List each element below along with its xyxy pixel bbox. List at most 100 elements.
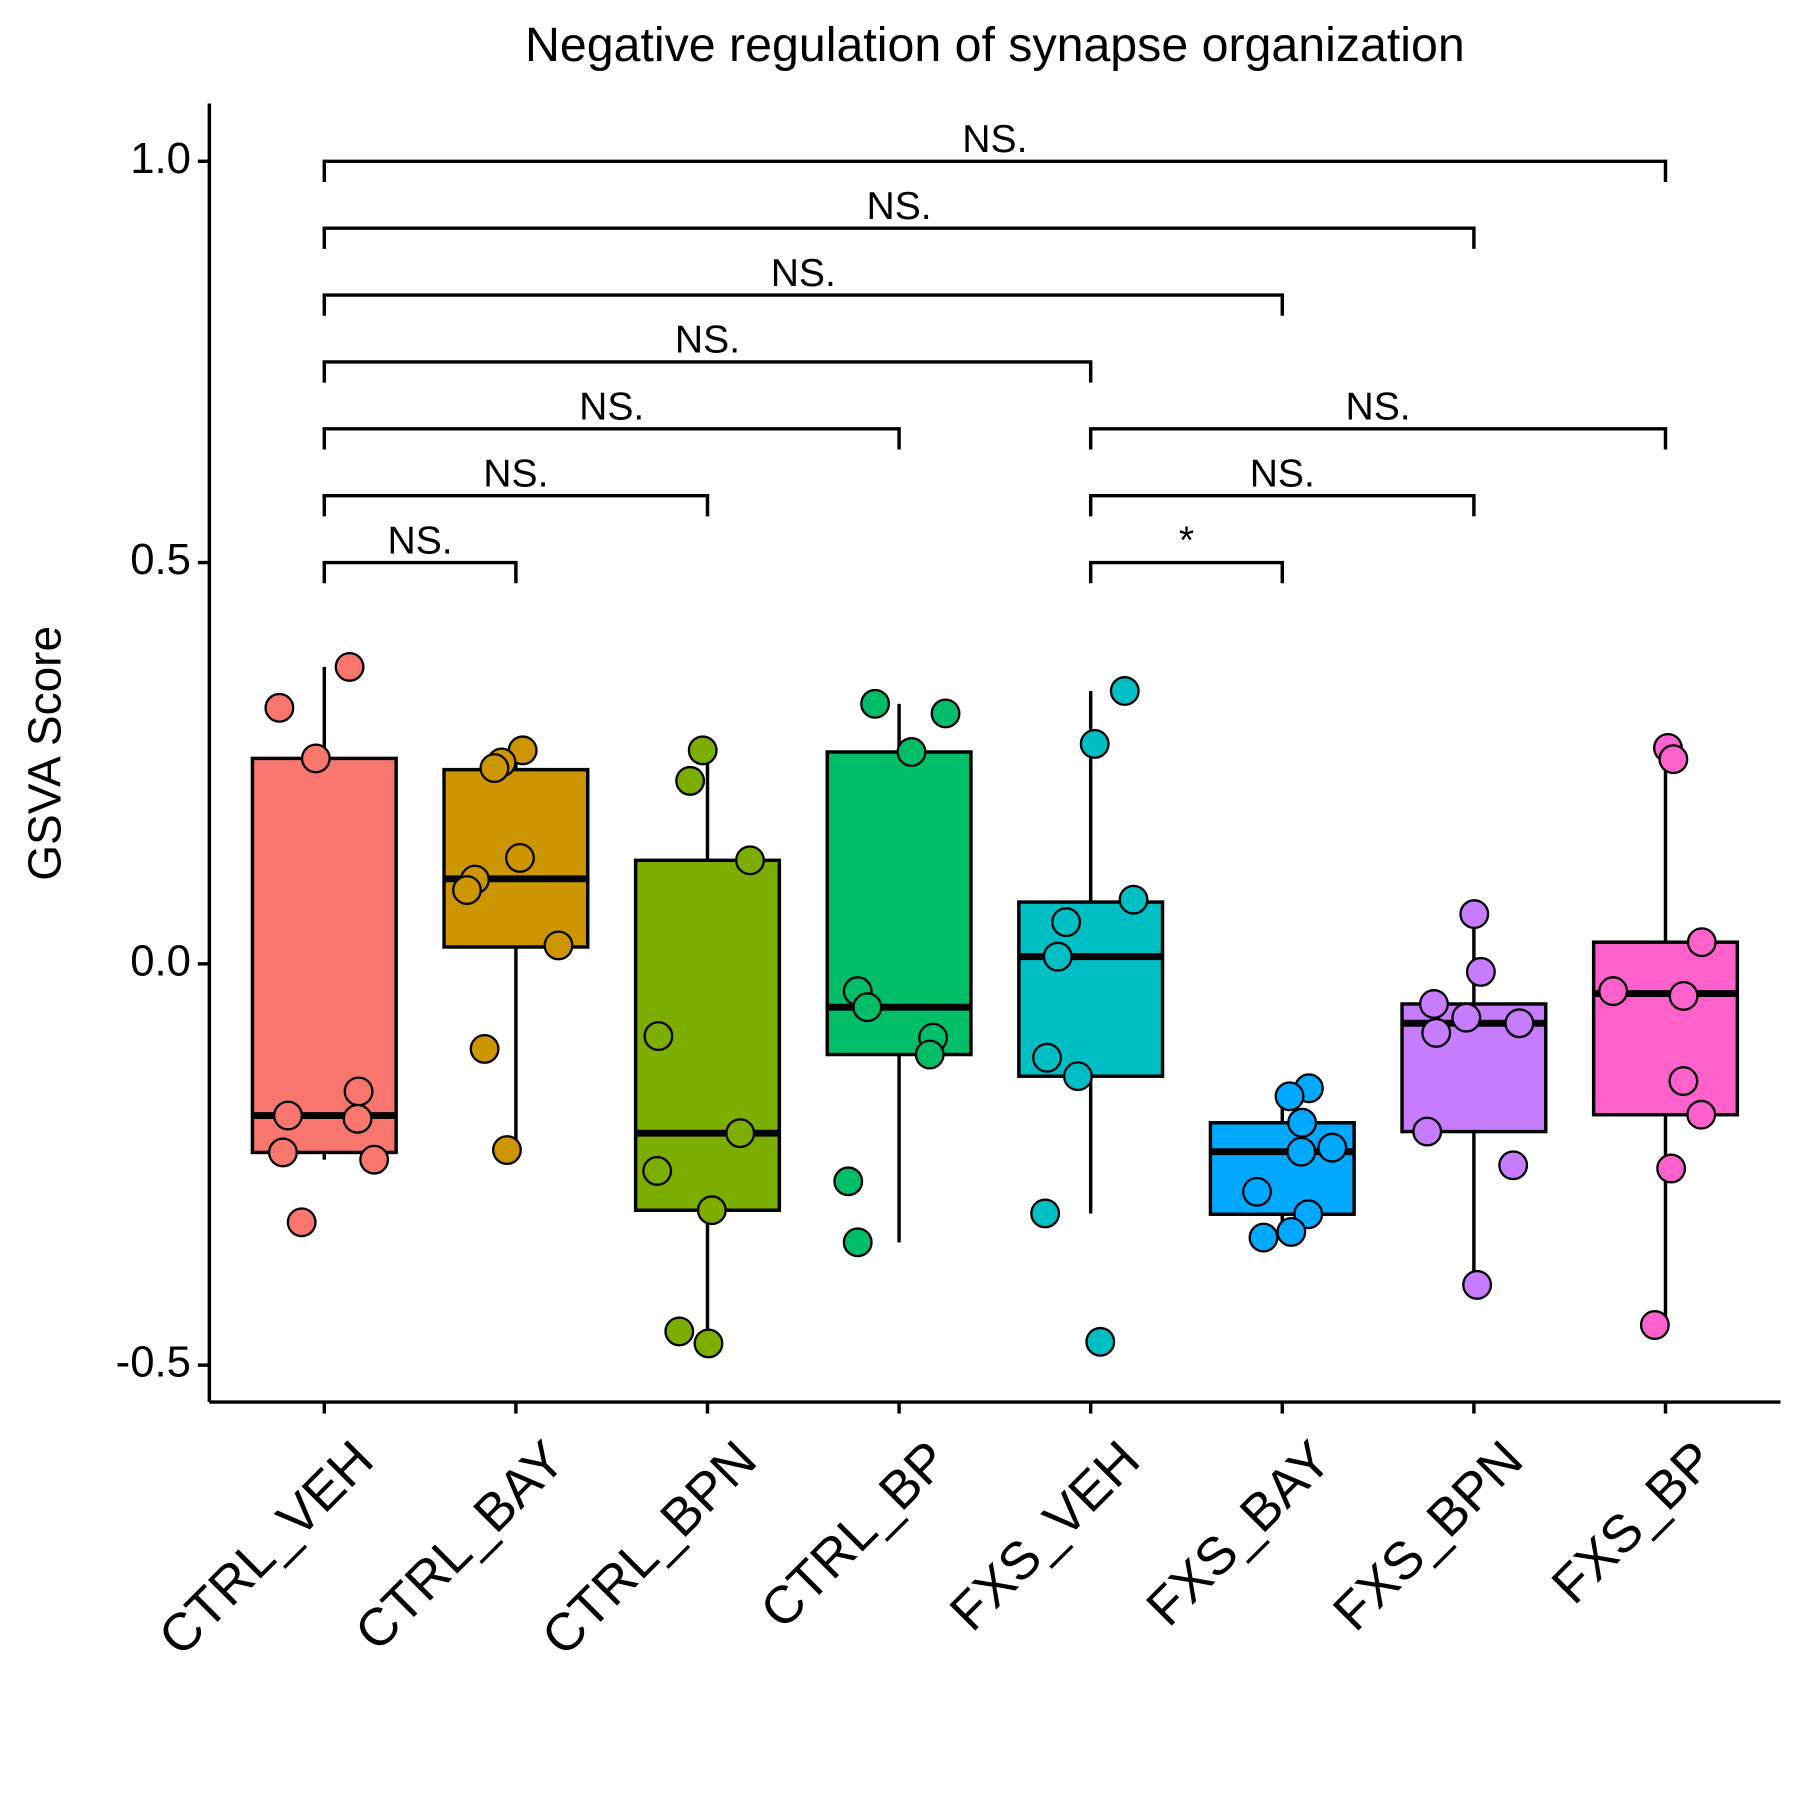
data-point (1287, 1107, 1318, 1138)
data-point (914, 1039, 945, 1070)
box (633, 858, 782, 1212)
data-point (359, 1144, 390, 1175)
data-point (1451, 1002, 1482, 1033)
x-tick-label: CTRL_VEH (148, 1430, 385, 1667)
y-axis-label: GSVA Score (18, 626, 70, 881)
data-point (492, 1135, 522, 1165)
significance-bracket (322, 293, 1285, 316)
data-point (1109, 676, 1140, 706)
data-point (1639, 1310, 1670, 1340)
data-point (693, 1328, 724, 1359)
significance-label: NS. (388, 519, 453, 562)
data-point (300, 743, 331, 774)
x-tick-label: FXS_BAY (1135, 1430, 1342, 1637)
data-point (343, 1076, 374, 1107)
significance-label: NS. (1250, 452, 1315, 495)
significance-label: NS. (579, 386, 644, 429)
data-point (1062, 1061, 1093, 1092)
box (1591, 940, 1740, 1117)
data-point (1598, 976, 1629, 1007)
data-point (1032, 1042, 1062, 1073)
data-point (1085, 1326, 1116, 1357)
significance-bracket (322, 427, 901, 450)
data-point (1465, 956, 1496, 987)
y-tick-label: 1.0 (130, 134, 191, 183)
data-point (1242, 1176, 1272, 1207)
y-tick-label: -0.5 (116, 1338, 191, 1387)
data-point (860, 688, 891, 719)
data-point (1286, 1136, 1317, 1167)
data-point (1504, 1008, 1535, 1039)
significance-bracket (322, 226, 1476, 249)
data-point (1118, 884, 1149, 915)
x-tick-label: FXS_VEH (939, 1430, 1151, 1642)
data-point (1658, 744, 1689, 775)
significance-bracket (322, 159, 1668, 183)
data-point (1248, 1222, 1279, 1253)
data-point (1317, 1132, 1348, 1163)
data-point (469, 1033, 500, 1064)
data-point (643, 1021, 674, 1052)
significance-label: NS. (771, 252, 836, 295)
significance-bracket (322, 493, 710, 517)
data-point (1686, 927, 1717, 958)
significance-bracket (1088, 427, 1668, 450)
data-point (505, 842, 535, 873)
data-point (1030, 1198, 1061, 1229)
data-point (725, 1118, 756, 1149)
significance-label: NS. (867, 185, 932, 228)
data-point (735, 845, 765, 876)
data-point (1498, 1150, 1529, 1181)
data-point (675, 765, 706, 796)
data-point (833, 1166, 864, 1197)
data-point (842, 1227, 873, 1258)
significance-bracket (1088, 493, 1476, 517)
significance-bracket (322, 560, 518, 584)
box (250, 756, 398, 1155)
data-point (342, 1103, 373, 1134)
x-tick-label: FXS_BPN (1322, 1430, 1534, 1642)
data-point (664, 1316, 695, 1347)
data-point (1421, 1017, 1452, 1048)
data-point (273, 1100, 303, 1131)
data-point (930, 698, 961, 729)
data-point (1418, 989, 1449, 1019)
x-tick-label: CTRL_BP (749, 1430, 959, 1640)
data-point (1274, 1081, 1305, 1112)
data-point (264, 692, 295, 723)
data-point (1079, 728, 1110, 759)
data-point (1686, 1099, 1717, 1130)
x-tick-label: FXS_BP (1541, 1430, 1726, 1615)
y-tick-label: 0.5 (130, 535, 191, 584)
significance-bracket (322, 360, 1093, 383)
chart-title: Negative regulation of synapse organizat… (525, 18, 1465, 72)
data-point (1042, 941, 1073, 972)
data-point (479, 753, 510, 783)
data-point (1412, 1116, 1443, 1147)
data-point (687, 735, 718, 766)
data-point (1459, 899, 1490, 930)
data-point (334, 651, 365, 682)
significance-label: NS. (1346, 386, 1411, 429)
data-point (1668, 981, 1699, 1011)
significance-label: NS. (483, 452, 548, 495)
significance-label: NS. (675, 319, 740, 362)
significance-label: * (1179, 519, 1194, 562)
data-point (696, 1195, 727, 1226)
data-point (543, 930, 574, 961)
significance-bracket (1088, 560, 1285, 584)
data-point (1656, 1153, 1687, 1184)
significance-label: NS. (962, 118, 1027, 161)
data-point (1276, 1216, 1307, 1247)
data-point (267, 1137, 298, 1168)
data-point (286, 1207, 317, 1238)
data-point (452, 875, 482, 905)
data-point (852, 992, 883, 1023)
data-point (642, 1155, 673, 1186)
data-point (1462, 1269, 1493, 1300)
data-point (896, 737, 927, 767)
y-tick-label: 0.0 (130, 936, 191, 985)
data-point (1051, 907, 1082, 938)
data-point (1668, 1066, 1699, 1096)
